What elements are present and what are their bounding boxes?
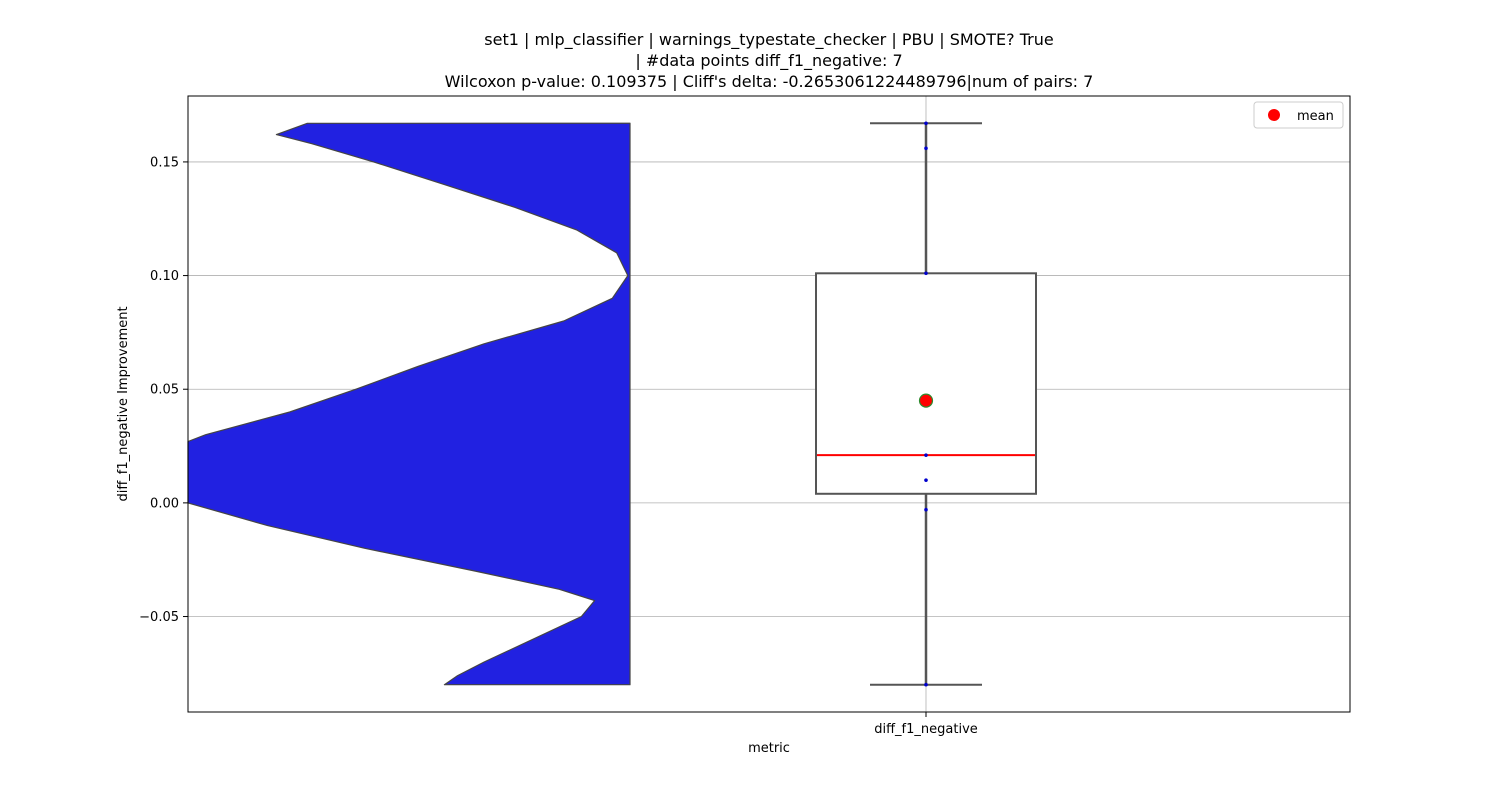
mean-marker	[918, 393, 934, 408]
violin-layer	[187, 122, 631, 686]
legend-mean-marker	[1268, 109, 1280, 121]
y-axis-label: diff_f1_negative Improvement	[116, 306, 131, 501]
data-points	[924, 121, 928, 687]
box-plot	[815, 122, 1037, 686]
title-line-3: Wilcoxon p-value: 0.109375 | Cliff's del…	[444, 72, 1094, 91]
data-point-5	[924, 507, 928, 512]
y-tick-label-1: 0.00	[150, 496, 179, 511]
violin-shape	[187, 122, 631, 686]
y-tick-label-0: −0.05	[139, 610, 179, 625]
x-axis-label: metric	[748, 741, 790, 756]
data-point-3	[924, 453, 928, 457]
data-point-1	[924, 146, 928, 151]
y-tick-label-4: 0.15	[150, 155, 179, 170]
data-point-0	[924, 121, 928, 126]
data-point-4	[924, 478, 928, 482]
y-axis-ticks: −0.05 0.00 0.05 0.10 0.15	[139, 155, 188, 625]
legend-mean-label: mean	[1297, 109, 1334, 124]
legend: mean	[1253, 101, 1344, 129]
y-tick-label-2: 0.05	[150, 383, 179, 398]
iqr-box	[815, 272, 1037, 495]
x-tick-label-0: diff_f1_negative	[874, 722, 978, 737]
title-line-2: | #data points diff_f1_negative: 7	[635, 51, 903, 70]
data-point-6	[924, 682, 928, 687]
legend-box	[1253, 101, 1344, 129]
plot-frame	[187, 95, 1351, 713]
x-axis-ticks: diff_f1_negative	[874, 712, 978, 737]
y-tick-label-3: 0.10	[150, 269, 179, 284]
data-point-2	[924, 271, 928, 276]
title-line-1: set1 | mlp_classifier | warnings_typesta…	[484, 30, 1054, 49]
